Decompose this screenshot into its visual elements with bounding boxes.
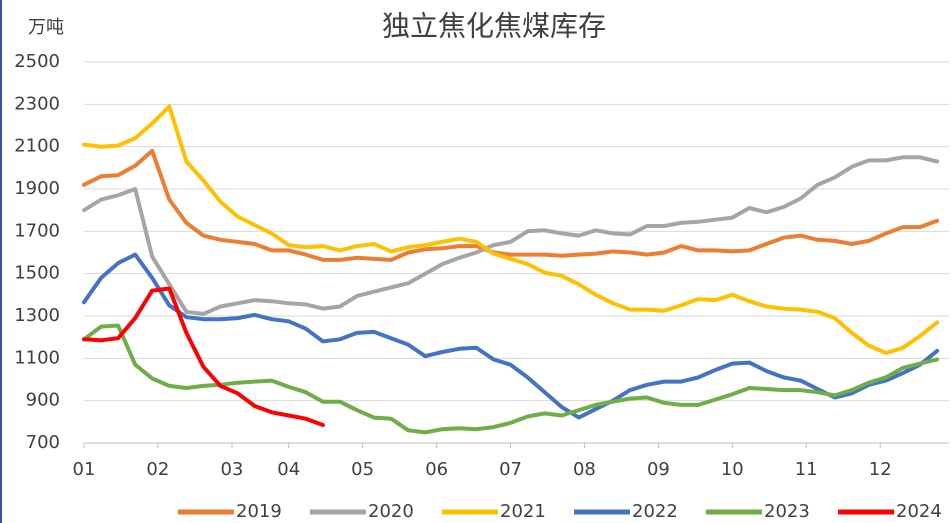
x-tick-label: 12 xyxy=(869,459,892,480)
x-tick-label: 10 xyxy=(721,459,744,480)
legend-label: 2024 xyxy=(896,501,942,522)
x-tick-label: 05 xyxy=(351,459,374,480)
chart-title: 独立焦化焦煤库存 xyxy=(382,10,606,43)
series-line xyxy=(82,155,940,316)
y-tick-label: 1500 xyxy=(14,263,60,284)
y-tick-label: 700 xyxy=(26,432,60,453)
y-axis-unit: 万吨 xyxy=(28,17,64,38)
x-tick-label: 07 xyxy=(499,459,522,480)
series-line xyxy=(82,323,940,435)
y-tick-label: 1100 xyxy=(14,347,60,368)
y-tick-label: 1700 xyxy=(14,220,60,241)
x-tick-label: 02 xyxy=(146,459,169,480)
x-tick-label: 03 xyxy=(220,459,243,480)
x-tick-label: 09 xyxy=(647,459,670,480)
y-tick-label: 1300 xyxy=(14,305,60,326)
series-line xyxy=(82,104,940,355)
x-tick-label: 06 xyxy=(425,459,448,480)
legend-label: 2019 xyxy=(236,501,282,522)
y-tick-label: 1900 xyxy=(14,178,60,199)
x-tick-label: 04 xyxy=(277,459,300,480)
y-tick-label: 2100 xyxy=(14,136,60,157)
x-tick-label: 11 xyxy=(795,459,818,480)
y-tick-label: 2300 xyxy=(14,93,60,114)
series-line xyxy=(82,286,325,427)
x-tick-label: 01 xyxy=(73,459,96,480)
legend-label: 2021 xyxy=(500,501,546,522)
legend-label: 2023 xyxy=(764,501,810,522)
y-tick-label: 900 xyxy=(26,390,60,411)
x-tick-label: 08 xyxy=(573,459,596,480)
y-tick-label: 2500 xyxy=(14,51,60,72)
series-line xyxy=(82,252,940,420)
legend-label: 2022 xyxy=(632,501,678,522)
legend-label: 2020 xyxy=(368,501,414,522)
series-line xyxy=(82,148,940,262)
